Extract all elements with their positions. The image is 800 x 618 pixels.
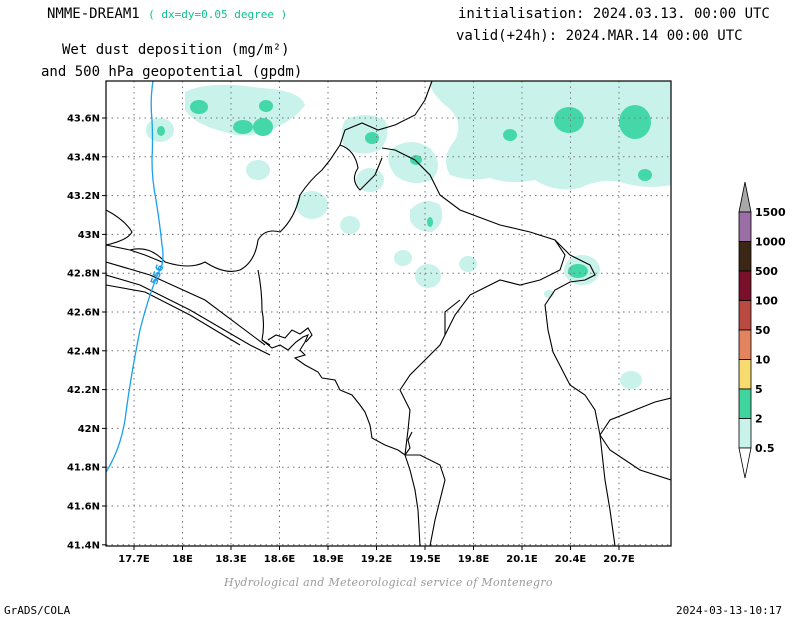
init-time: initialisation: 2024.03.13. 00:00 UTC <box>458 6 770 22</box>
colorbar-label: 10 <box>755 354 771 367</box>
map-area <box>106 81 671 546</box>
colorbar-bottom-arrow <box>738 447 752 479</box>
lat-tick-label: 41.6N <box>67 502 100 513</box>
lat-tick-label: 42.4N <box>67 346 100 357</box>
deposition-mid-patches <box>157 100 652 278</box>
field-title-line1: Wet dust deposition (mg/m²) <box>62 42 290 58</box>
valid-time: valid(+24h): 2024.MAR.14 00:00 UTC <box>456 28 743 44</box>
lat-tick-label: 41.8N <box>67 463 100 474</box>
colorbar-label: 2 <box>755 413 763 426</box>
coastlines-borders <box>106 81 671 546</box>
model-title: NMME-DREAM1 ( dx=dy=0.05 degree ) <box>47 6 287 22</box>
lon-tick-label: 19.8E <box>458 554 490 565</box>
lon-tick-label: 18.9E <box>312 554 344 565</box>
colorbar-segment <box>738 241 752 272</box>
colorbar-segment <box>738 329 752 360</box>
field-title-line2: and 500 hPa geopotential (gpdm) <box>41 64 303 80</box>
grid-resolution: ( dx=dy=0.05 degree ) <box>148 8 288 21</box>
lat-tick-label: 42.2N <box>67 385 100 396</box>
lat-tick-label: 43.2N <box>67 191 100 202</box>
colorbar-segment <box>738 270 752 301</box>
colorbar-top-arrow <box>738 181 752 213</box>
lat-tick-label: 42.6N <box>67 308 100 319</box>
lat-tick-label: 42N <box>78 424 100 435</box>
lon-tick-label: 18E <box>172 554 193 565</box>
lat-tick-label: 42.8N <box>67 269 100 280</box>
deposition-light-patches <box>146 81 671 389</box>
lat-tick-label: 43.4N <box>67 152 100 163</box>
colorbar-label: 500 <box>755 265 778 278</box>
lon-tick-label: 18.6E <box>264 554 296 565</box>
contour-label: 556 <box>149 263 166 286</box>
lon-tick-label: 20.7E <box>603 554 635 565</box>
colorbar-label: 1500 <box>755 206 786 219</box>
colorbar-segment <box>738 300 752 331</box>
colorbar-label: 5 <box>755 383 763 396</box>
colorbar: 1500 1000 500 100 50 10 5 2 0.5 <box>738 181 786 479</box>
credit-text: Hydrological and Meteorological service … <box>224 576 553 589</box>
colorbar-segment <box>738 388 752 419</box>
colorbar-label: 1000 <box>755 236 786 249</box>
colorbar-label: 100 <box>755 295 778 308</box>
lat-tick-label: 41.4N <box>67 540 100 551</box>
lat-lon-grid <box>106 81 671 546</box>
lon-tick-label: 18.3E <box>215 554 247 565</box>
lat-tick-label: 43.6N <box>67 114 100 125</box>
colorbar-segment <box>738 418 752 449</box>
colorbar-segment <box>738 359 752 390</box>
lat-tick-label: 43N <box>78 230 100 241</box>
software-label: GrADS/COLA <box>4 604 71 617</box>
lon-tick-label: 20.4E <box>555 554 587 565</box>
colorbar-segment <box>738 211 752 242</box>
lon-tick-label: 19.5E <box>409 554 441 565</box>
geopotential-contour <box>106 81 164 473</box>
lon-tick-label: 17.7E <box>118 554 150 565</box>
lon-tick-label: 19.2E <box>361 554 393 565</box>
axis-ticks <box>102 117 620 550</box>
map-frame <box>105 80 672 547</box>
colorbar-label: 50 <box>755 324 771 337</box>
plot-timestamp: 2024-03-13-10:17 <box>676 604 782 617</box>
longitude-labels: 17.7E 18E 18.3E 18.6E 18.9E 19.2E 19.5E 19.8E 20… <box>118 554 635 565</box>
lon-tick-label: 20.1E <box>506 554 538 565</box>
latitude-labels: 43.6N 43.4N 43.2N 43N 42.8N 42.6N 42.4N 42.2N 42… <box>67 114 100 552</box>
colorbar-label: 0.5 <box>755 442 775 455</box>
model-name: NMME-DREAM1 <box>47 6 140 22</box>
